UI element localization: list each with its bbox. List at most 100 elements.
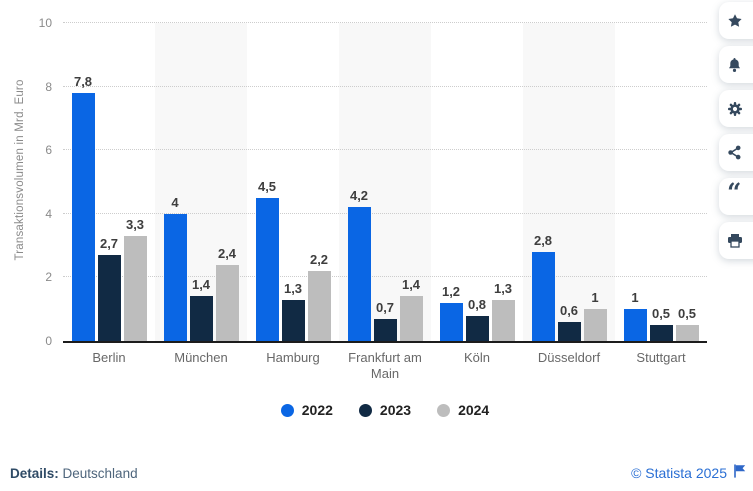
- bar-2022-Berlin[interactable]: 7,8: [71, 74, 95, 341]
- bar-value-label: 1: [631, 290, 639, 306]
- bar-value-label: 2,2: [309, 252, 329, 268]
- x-axis-label-5: Düsseldorf: [537, 350, 601, 365]
- bar-2022-Hamburg[interactable]: 4,5: [255, 179, 279, 341]
- details-label: Details:: [10, 466, 59, 481]
- bar-2023-Köln[interactable]: 0,8: [465, 297, 489, 341]
- bar-2024-Berlin[interactable]: 3,3: [123, 217, 147, 341]
- bar-value-label: 1,4: [191, 277, 211, 293]
- legend-label: 2022: [301, 402, 333, 418]
- bar-value-label: 4,5: [257, 178, 277, 194]
- bar-value-label: 2,4: [217, 245, 237, 261]
- print-button[interactable]: [719, 222, 753, 259]
- bar-2023-München[interactable]: 1,4: [189, 277, 213, 341]
- bar-group-3: 4,2 0,7 1,4: [339, 23, 431, 341]
- gridline: [63, 149, 707, 151]
- legend-item-2022[interactable]: 2022: [280, 402, 333, 418]
- bar-2024-Frankfurt am Main[interactable]: 1,4: [399, 277, 423, 341]
- gridline: [63, 212, 707, 214]
- bar-2023-Frankfurt am Main[interactable]: 0,7: [373, 300, 397, 341]
- bar-value-label: 1,2: [441, 283, 461, 299]
- bar-value-label: 0,8: [467, 296, 487, 312]
- bar-2022-Stuttgart[interactable]: 1: [623, 290, 647, 341]
- y-tick-label: 6: [45, 143, 52, 158]
- quote-icon: “: [727, 177, 742, 207]
- x-axis-label-1: München: [174, 350, 228, 365]
- y-tick-label: 10: [38, 16, 52, 30]
- share-icon: [727, 145, 742, 160]
- y-axis-title: Transaktionsvolumen in Mrd. Euro: [14, 79, 26, 261]
- bar-value-label: 0,5: [651, 306, 671, 322]
- legend-label: 2023: [379, 402, 412, 418]
- bar-2022-München[interactable]: 4: [163, 195, 187, 341]
- settings-button[interactable]: [719, 90, 753, 127]
- statista-copyright-link[interactable]: © Statista 2025: [631, 464, 747, 481]
- bar-2024-Hamburg[interactable]: 2,2: [307, 252, 331, 341]
- bar-groups: 7,8 2,7 3,3 4 1,4 2,4 4,5 1,3 2,2 4,2 0,7 1,4 1,2 0,8…: [63, 23, 707, 341]
- gear-icon: [727, 101, 743, 117]
- x-axis-label-0: Berlin: [92, 350, 126, 365]
- bar-group-5: 2,8 0,6 1: [523, 23, 615, 341]
- bar-group-4: 1,2 0,8 1,3: [431, 23, 523, 341]
- y-tick-label: 4: [45, 206, 52, 221]
- bar-2023-Hamburg[interactable]: 1,3: [281, 281, 305, 341]
- bar-value-label: 1,3: [283, 280, 303, 296]
- details-value: Deutschland: [58, 466, 138, 481]
- bar-value-label: 4,2: [349, 188, 369, 204]
- x-axis-label-6: Stuttgart: [636, 350, 686, 365]
- legend-dot: [358, 403, 372, 417]
- bar-2023-Stuttgart[interactable]: 0,5: [649, 306, 673, 341]
- bar-value-label: 1: [591, 290, 599, 306]
- bar-2024-Köln[interactable]: 1,3: [491, 281, 515, 341]
- bar-value-label: 3,3: [125, 217, 145, 233]
- print-icon: [727, 233, 743, 248]
- legend-label: 2024: [458, 402, 490, 418]
- action-toolbar: “: [719, 2, 753, 266]
- gridline: [63, 85, 707, 87]
- cite-button[interactable]: “: [719, 178, 753, 215]
- legend-dot: [280, 403, 294, 417]
- y-tick-label: 0: [45, 334, 52, 348]
- bar-value-label: 1,3: [493, 280, 513, 296]
- bar-2024-Düsseldorf[interactable]: 1: [583, 290, 607, 341]
- bar-group-0: 7,8 2,7 3,3: [63, 23, 155, 341]
- legend-item-2024[interactable]: 2024: [437, 402, 489, 418]
- star-icon: [727, 13, 743, 29]
- flag-icon[interactable]: [734, 464, 747, 481]
- bar-2022-Düsseldorf[interactable]: 2,8: [531, 233, 555, 341]
- bar-2022-Frankfurt am Main[interactable]: 4,2: [347, 188, 371, 341]
- bar-2024-Stuttgart[interactable]: 0,5: [675, 306, 699, 341]
- bar-group-6: 1 0,5 0,5: [615, 23, 707, 341]
- bar-2023-Berlin[interactable]: 2,7: [97, 236, 121, 341]
- plot-area: 7,8 2,7 3,3 4 1,4 2,4 4,5 1,3 2,2 4,2 0,7 1,4 1,2 0,8…: [63, 22, 707, 343]
- bar-value-label: 0,6: [559, 302, 579, 318]
- y-tick-label: 8: [45, 79, 52, 94]
- bar-2022-Köln[interactable]: 1,2: [439, 284, 463, 341]
- bar-value-label: 7,8: [73, 73, 93, 89]
- bell-icon: [727, 57, 742, 73]
- details-text: Details: Deutschland: [10, 466, 138, 481]
- copyright-text: © Statista 2025: [631, 464, 727, 481]
- x-axis-label-3: Frankfurt am Main: [348, 350, 422, 382]
- legend-item-2023[interactable]: 2023: [358, 402, 412, 418]
- bar-value-label: 4: [171, 194, 179, 210]
- bar-value-label: 1,4: [401, 277, 421, 293]
- bar-value-label: 0,7: [375, 299, 395, 315]
- bar-2023-Düsseldorf[interactable]: 0,6: [557, 303, 581, 341]
- alert-button[interactable]: [719, 46, 753, 83]
- bar-value-label: 2,8: [533, 232, 553, 248]
- x-axis-label-2: Hamburg: [266, 350, 320, 365]
- x-axis-label-4: Köln: [463, 350, 491, 365]
- legend-dot: [437, 403, 451, 417]
- share-button[interactable]: [719, 134, 753, 171]
- bar-group-1: 4 1,4 2,4: [155, 23, 247, 341]
- y-tick-label: 2: [45, 270, 52, 285]
- gridline: [63, 276, 707, 278]
- favorite-button[interactable]: [719, 2, 753, 39]
- bar-2024-München[interactable]: 2,4: [215, 246, 239, 341]
- gridline: [63, 22, 707, 23]
- bar-value-label: 2,7: [99, 236, 119, 252]
- x-axis-labels: Berlin München Hamburg Frankfurt am Main Köl…: [63, 350, 707, 383]
- legend: 2022 2023 2024: [63, 402, 707, 418]
- bar-group-2: 4,5 1,3 2,2: [247, 23, 339, 341]
